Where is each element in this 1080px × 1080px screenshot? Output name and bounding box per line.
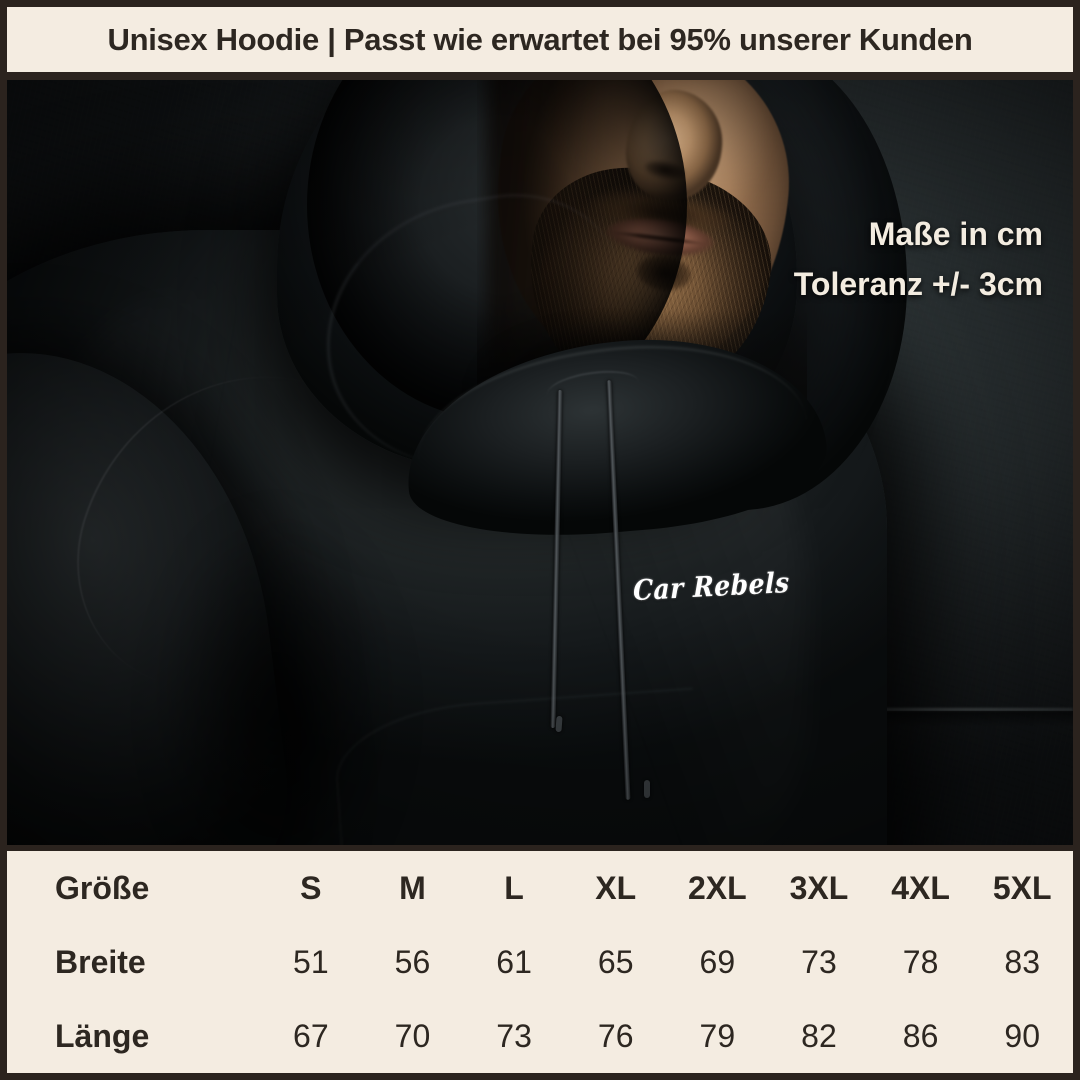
table-row-laenge: Länge 67 70 73 76 79 82 86 90 [7, 999, 1073, 1073]
table-header-row: Größe S M L XL 2XL 3XL 4XL 5XL [7, 851, 1073, 925]
table-header-m: M [399, 869, 426, 906]
laenge-4xl: 86 [902, 1017, 939, 1054]
table-header-3xl: 3XL [789, 869, 849, 906]
breite-xl: 65 [597, 943, 634, 980]
measurement-notes: Maße in cm Toleranz +/- 3cm [794, 210, 1043, 309]
table-row-breite: Breite 51 56 61 65 69 73 78 83 [7, 925, 1073, 999]
laenge-xl: 76 [597, 1017, 634, 1054]
size-table: Größe S M L XL 2XL 3XL 4XL 5XL Breite 51… [7, 851, 1073, 1073]
table-header-s: S [300, 869, 322, 906]
breite-s: 51 [293, 943, 329, 980]
photo-vignette [7, 80, 1073, 845]
breite-l: 61 [496, 943, 532, 980]
laenge-s: 67 [293, 1017, 329, 1054]
laenge-5xl: 90 [1004, 1017, 1040, 1054]
table-header-5xl: 5XL [992, 869, 1052, 906]
laenge-2xl: 79 [699, 1017, 736, 1054]
breite-3xl: 73 [801, 943, 837, 980]
size-table-panel: Größe S M L XL 2XL 3XL 4XL 5XL Breite 51… [7, 851, 1073, 1073]
breite-5xl: 83 [1004, 943, 1040, 980]
laenge-3xl: 82 [801, 1017, 837, 1054]
table-header-2xl: 2XL [687, 869, 747, 906]
note-tolerance: Toleranz +/- 3cm [793, 265, 1043, 302]
page-title: Unisex Hoodie | Passt wie erwartet bei 9… [107, 22, 973, 57]
table-header-xl: XL [595, 869, 637, 906]
breite-m: 56 [394, 943, 431, 980]
laenge-l: 73 [496, 1017, 532, 1054]
header-divider [0, 72, 1080, 80]
table-header-l: L [504, 869, 524, 906]
row-label-laenge: Länge [55, 1017, 150, 1054]
product-photo: Car Rebels Maße in cm Toleranz +/- 3cm [7, 80, 1073, 845]
row-label-breite: Breite [55, 943, 146, 980]
breite-4xl: 78 [902, 943, 939, 980]
table-header-size: Größe [55, 869, 150, 906]
header-band: Unisex Hoodie | Passt wie erwartet bei 9… [7, 7, 1073, 72]
laenge-m: 70 [394, 1017, 431, 1054]
table-header-4xl: 4XL [891, 869, 950, 906]
note-units: Maße in cm [868, 216, 1043, 252]
table-divider [0, 845, 1080, 851]
breite-2xl: 69 [699, 943, 736, 980]
